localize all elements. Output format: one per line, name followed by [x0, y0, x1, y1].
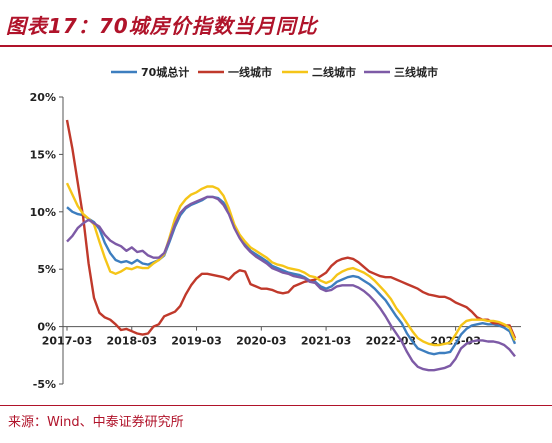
legend-label-1: 70城总计: [141, 65, 189, 79]
source-note: 来源：Wind、中泰证券研究所: [8, 415, 184, 430]
legend-label-2: 一线城市: [228, 65, 272, 79]
plot-area: 20% 15% 10% 5% 0% -5% 2017-03 2018-03 2019-03 202…: [30, 91, 521, 391]
series-line-4: [66, 195, 516, 372]
series-line-1: [66, 195, 517, 356]
y-tick-label: -5%: [33, 378, 56, 391]
chart-legend: 70城总计 一线城市 二线城市 三线城市: [111, 65, 438, 79]
y-tick-label: 5%: [37, 263, 56, 276]
title-divider: [0, 45, 552, 47]
y-tick-label: 0%: [37, 321, 56, 334]
x-tick-label: 2017-03: [42, 335, 93, 348]
y-tick-label: 10%: [30, 206, 56, 219]
y-tick-label: 20%: [30, 91, 56, 104]
footer-divider: [0, 405, 552, 406]
legend-label-4: 三线城市: [394, 65, 438, 79]
series-line-2: [65, 119, 517, 339]
series-line-3: [65, 182, 517, 347]
x-tick-label: 2021-03: [301, 335, 352, 348]
x-tick-label: 2018-03: [107, 335, 158, 348]
line-chart: 70城总计 一线城市 二线城市 三线城市 20% 15% 10% 5% 0% -5% 2017-0…: [30, 65, 521, 391]
figure-title: 图表17：70城房价指数当月同比: [6, 14, 318, 38]
y-tick-label: 15%: [30, 148, 56, 161]
legend-label-3: 二线城市: [312, 65, 356, 79]
x-tick-label: 2019-03: [171, 335, 222, 348]
x-tick-label: 2020-03: [236, 335, 287, 348]
